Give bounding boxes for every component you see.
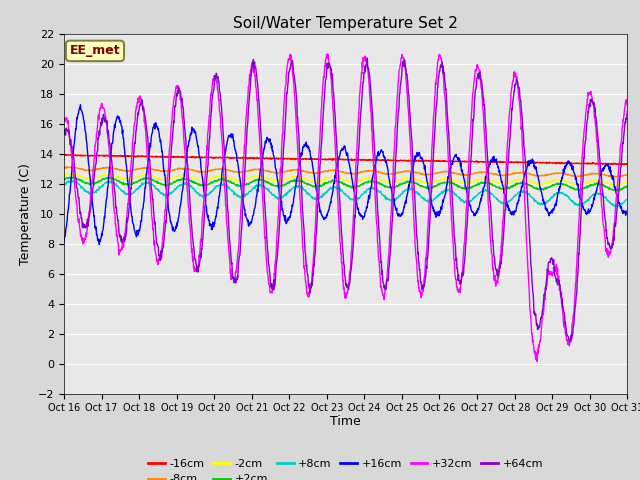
+2cm xyxy=(623,184,631,190)
+8cm xyxy=(507,197,515,203)
+64cm xyxy=(172,103,179,109)
+16cm xyxy=(173,225,180,231)
+16cm xyxy=(95,241,103,247)
+8cm xyxy=(172,186,180,192)
-8cm xyxy=(507,171,515,177)
+32cm xyxy=(172,87,179,93)
-2cm xyxy=(623,179,631,185)
+16cm xyxy=(249,213,257,218)
+64cm xyxy=(60,127,68,132)
+16cm xyxy=(557,178,565,183)
+32cm xyxy=(324,51,332,57)
+2cm xyxy=(614,188,621,194)
+64cm xyxy=(557,288,564,294)
+2cm xyxy=(249,179,257,184)
+64cm xyxy=(433,86,441,92)
-8cm xyxy=(249,167,257,173)
+8cm xyxy=(249,185,257,191)
+16cm xyxy=(60,239,68,245)
+8cm xyxy=(433,193,441,199)
+8cm xyxy=(186,183,193,189)
-16cm xyxy=(557,159,564,165)
-16cm xyxy=(507,159,515,165)
+2cm xyxy=(507,183,515,189)
+2cm xyxy=(172,179,180,185)
+32cm xyxy=(507,91,515,96)
+32cm xyxy=(186,217,193,223)
+32cm xyxy=(557,295,565,300)
Line: -2cm: -2cm xyxy=(64,173,627,185)
+32cm xyxy=(533,359,541,364)
+64cm xyxy=(248,63,256,69)
+32cm xyxy=(433,63,441,69)
+64cm xyxy=(623,109,631,115)
X-axis label: Time: Time xyxy=(330,415,361,428)
+16cm xyxy=(623,208,631,214)
-16cm xyxy=(172,155,180,160)
-2cm xyxy=(172,174,180,180)
Legend: -16cm, -8cm, -2cm, +2cm, +8cm, +16cm, +32cm, +64cm: -16cm, -8cm, -2cm, +2cm, +8cm, +16cm, +3… xyxy=(144,455,547,480)
Text: EE_met: EE_met xyxy=(70,44,120,58)
+2cm xyxy=(70,174,77,180)
+64cm xyxy=(567,339,575,345)
Line: -16cm: -16cm xyxy=(64,155,627,165)
+2cm xyxy=(557,180,564,186)
+16cm xyxy=(77,102,84,108)
-2cm xyxy=(557,177,564,183)
Title: Soil/Water Temperature Set 2: Soil/Water Temperature Set 2 xyxy=(233,16,458,31)
-16cm xyxy=(623,161,631,167)
Line: +32cm: +32cm xyxy=(64,54,627,361)
-16cm xyxy=(60,152,68,157)
Line: -8cm: -8cm xyxy=(64,167,627,177)
Line: +8cm: +8cm xyxy=(64,180,627,207)
+2cm xyxy=(433,182,441,188)
-2cm xyxy=(67,170,74,176)
+32cm xyxy=(60,115,68,121)
+8cm xyxy=(623,197,631,203)
-8cm xyxy=(68,164,76,169)
Line: +16cm: +16cm xyxy=(64,105,627,244)
+32cm xyxy=(248,59,256,65)
-2cm xyxy=(610,182,618,188)
-16cm xyxy=(186,155,193,160)
+64cm xyxy=(186,187,193,193)
-2cm xyxy=(60,172,68,178)
+2cm xyxy=(60,177,68,182)
-16cm xyxy=(620,162,628,168)
-16cm xyxy=(61,152,69,157)
-8cm xyxy=(172,167,180,172)
-2cm xyxy=(186,173,193,179)
Line: +64cm: +64cm xyxy=(64,58,627,342)
+64cm xyxy=(507,119,515,125)
-8cm xyxy=(60,165,68,171)
+32cm xyxy=(623,103,631,108)
Line: +2cm: +2cm xyxy=(64,177,627,191)
+8cm xyxy=(611,204,618,210)
+8cm xyxy=(557,190,564,196)
+16cm xyxy=(508,209,515,215)
-8cm xyxy=(433,170,441,176)
-8cm xyxy=(557,170,564,176)
-8cm xyxy=(186,167,193,172)
+16cm xyxy=(186,133,194,139)
-2cm xyxy=(433,178,441,183)
-2cm xyxy=(507,179,515,185)
+8cm xyxy=(60,182,68,188)
-2cm xyxy=(249,174,257,180)
-16cm xyxy=(249,156,257,161)
Y-axis label: Temperature (C): Temperature (C) xyxy=(19,163,32,264)
-16cm xyxy=(433,158,441,164)
+8cm xyxy=(68,178,76,183)
+2cm xyxy=(186,178,193,183)
-8cm xyxy=(609,174,617,180)
+64cm xyxy=(364,55,371,61)
-8cm xyxy=(623,172,631,178)
+16cm xyxy=(434,212,442,218)
